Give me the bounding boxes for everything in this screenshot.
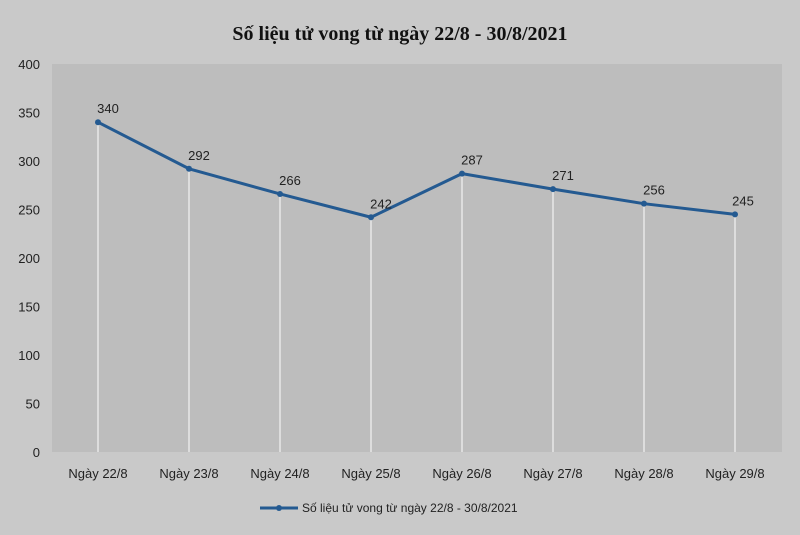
x-tick-label: Ngày 29/8 bbox=[705, 466, 764, 481]
x-tick-label: Ngày 22/8 bbox=[68, 466, 127, 481]
y-tick-label: 50 bbox=[26, 397, 40, 412]
drop-lines bbox=[97, 122, 736, 452]
data-label: 266 bbox=[279, 173, 301, 188]
data-labels: 340 292 266 242 287 271 256 245 bbox=[97, 101, 754, 211]
data-label: 256 bbox=[643, 183, 665, 198]
data-point bbox=[732, 211, 738, 218]
y-tick-label: 100 bbox=[18, 348, 40, 363]
legend: Số liệu tử vong từ ngày 22/8 - 30/8/2021 bbox=[260, 501, 518, 515]
series-line bbox=[97, 120, 736, 219]
legend-marker-icon bbox=[276, 505, 282, 511]
x-tick-label: Ngày 25/8 bbox=[341, 466, 400, 481]
data-label: 340 bbox=[97, 101, 119, 116]
data-label: 242 bbox=[370, 196, 392, 211]
data-point bbox=[95, 119, 101, 126]
data-label: 245 bbox=[732, 193, 754, 208]
x-tick-label: Ngày 28/8 bbox=[614, 466, 673, 481]
x-tick-label: Ngày 27/8 bbox=[523, 466, 582, 481]
data-label: 271 bbox=[552, 168, 574, 183]
data-point bbox=[186, 165, 192, 172]
data-point bbox=[368, 214, 374, 221]
chart-title: Số liệu tử vong từ ngày 22/8 - 30/8/2021 bbox=[232, 23, 567, 45]
y-axis-ticks: 0 50 100 150 200 250 300 350 400 bbox=[18, 57, 40, 460]
legend-label: Số liệu tử vong từ ngày 22/8 - 30/8/2021 bbox=[302, 501, 518, 515]
x-tick-label: Ngày 24/8 bbox=[250, 466, 309, 481]
y-tick-label: 400 bbox=[18, 57, 40, 72]
y-tick-label: 300 bbox=[18, 154, 40, 169]
data-point bbox=[459, 170, 465, 177]
y-tick-label: 350 bbox=[18, 106, 40, 121]
y-tick-label: 150 bbox=[18, 300, 40, 315]
data-label: 287 bbox=[461, 153, 483, 168]
data-point bbox=[550, 186, 556, 193]
y-tick-label: 0 bbox=[33, 445, 40, 460]
x-tick-label: Ngày 26/8 bbox=[432, 466, 491, 481]
data-point bbox=[641, 200, 647, 207]
series-group bbox=[95, 119, 738, 221]
data-label: 292 bbox=[188, 148, 210, 163]
plot-area bbox=[52, 64, 782, 452]
x-axis-ticks: Ngày 22/8 Ngày 23/8 Ngày 24/8 Ngày 25/8 Ngày… bbox=[68, 466, 764, 481]
data-point bbox=[277, 190, 283, 197]
x-tick-label: Ngày 23/8 bbox=[159, 466, 218, 481]
y-tick-label: 250 bbox=[18, 203, 40, 218]
y-tick-label: 200 bbox=[18, 251, 40, 266]
